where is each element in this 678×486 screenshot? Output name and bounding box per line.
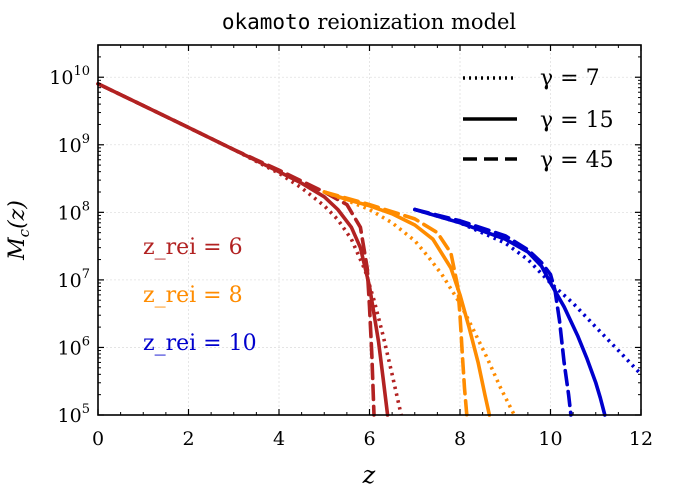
x-tick-label: 0 [92, 428, 104, 450]
y-tick-label: 108 [58, 199, 90, 224]
x-tick-label: 8 [454, 428, 466, 450]
y-tick-label: 1010 [49, 64, 90, 89]
legend-label-gamma-15: γ = 15 [540, 108, 614, 133]
series-zrei-10-gamma-7 [414, 207, 643, 376]
x-tick-labels: 0 2 4 6 8 10 12 [92, 428, 653, 450]
series-zrei-6-gamma-15 [96, 82, 390, 417]
x-tick-label: 12 [629, 428, 653, 450]
y-axis-label: Mc(z) [5, 200, 33, 261]
series-zrei-6-gamma-45 [96, 82, 376, 417]
y-tick-label: 106 [58, 334, 90, 359]
x-tick-label: 2 [182, 428, 194, 450]
chart-title-prefix: okamoto [222, 10, 311, 34]
legend: γ = 7 γ = 15 γ = 45 [463, 66, 614, 173]
annotation-zrei-10: z_rei = 10 [143, 331, 257, 356]
y-tick-label: 105 [58, 402, 90, 427]
legend-label-gamma-7: γ = 7 [540, 66, 600, 91]
annotation-zrei-8: z_rei = 8 [143, 283, 243, 308]
grid-lines [97, 45, 642, 416]
y-tick-label: 109 [58, 132, 90, 157]
x-tick-label: 4 [273, 428, 285, 450]
annotation-zrei-6: z_rei = 6 [143, 235, 243, 260]
y-tick-label: 107 [58, 267, 90, 292]
series-zrei-6-gamma-7 [97, 82, 403, 416]
series-layer [96, 82, 643, 417]
y-tick-labels: 105 106 107 108 109 1010 [49, 64, 90, 427]
x-tick-label: 6 [363, 428, 375, 450]
chart-title: okamoto reionization model [222, 10, 517, 34]
chart-title-suffix: reionization model [317, 10, 516, 34]
series-zrei-8-gamma-7 [323, 190, 516, 416]
series-zrei-8-gamma-45 [322, 190, 469, 417]
series-zrei-10-gamma-45 [412, 207, 573, 417]
axis-ticks [97, 44, 642, 416]
x-axis-label: z [362, 461, 376, 486]
x-tick-label: 10 [538, 428, 562, 450]
legend-label-gamma-45: γ = 45 [540, 148, 614, 173]
